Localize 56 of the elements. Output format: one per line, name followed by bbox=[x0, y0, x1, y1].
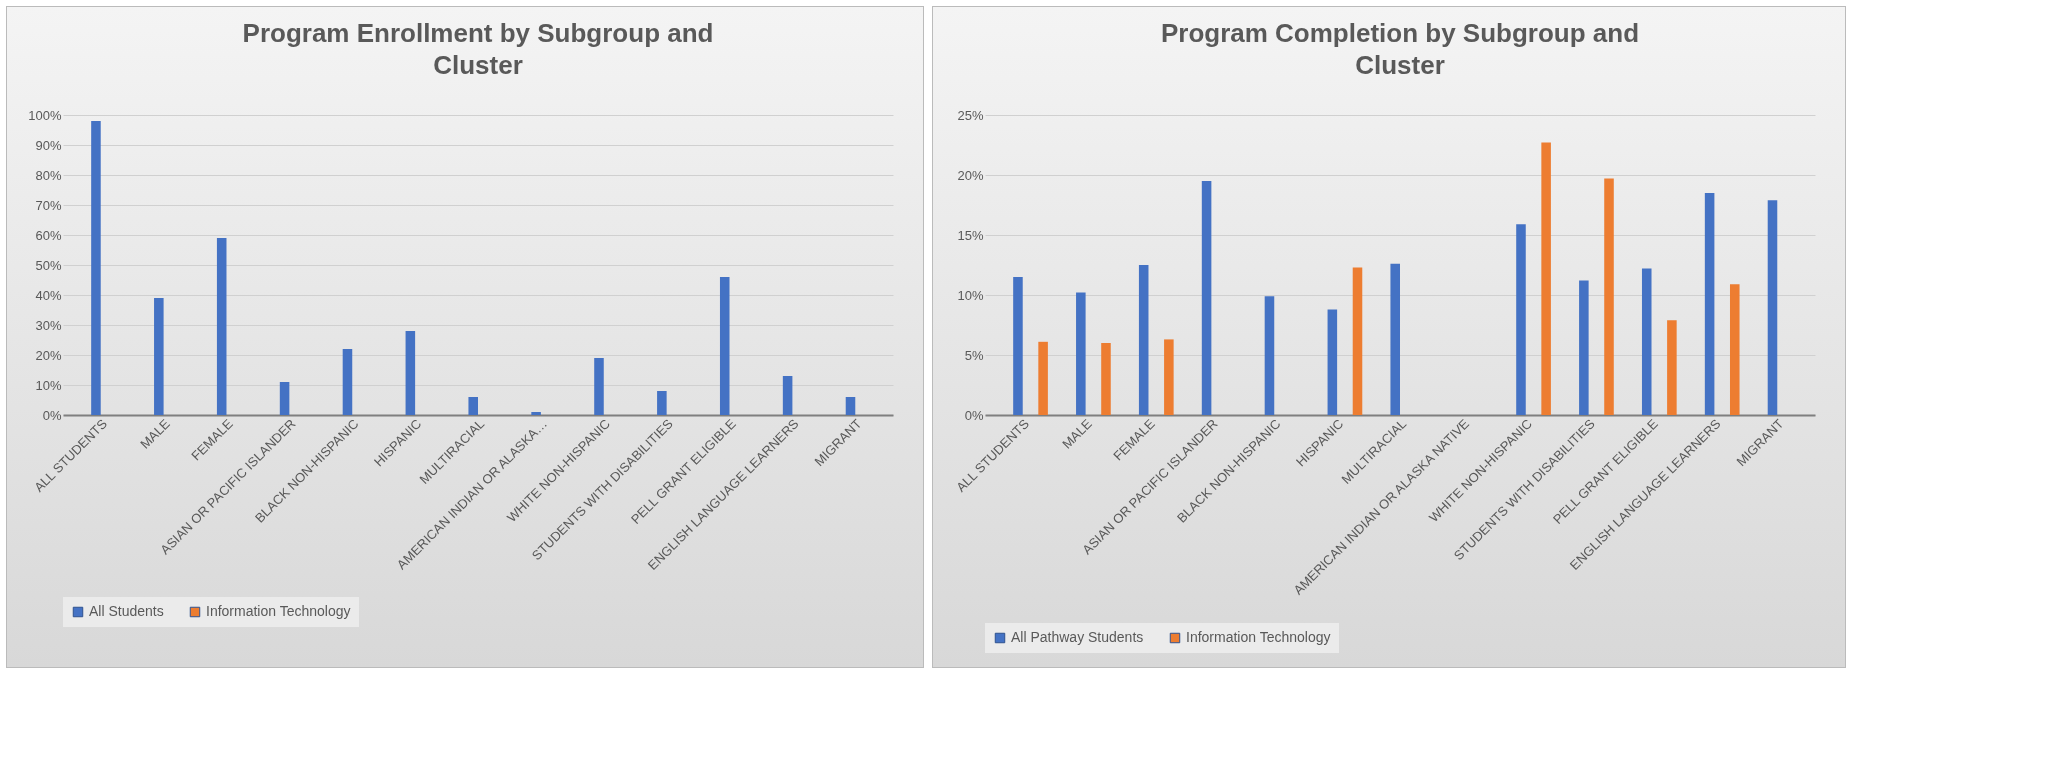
y-tick-label: 90% bbox=[35, 137, 62, 153]
bar bbox=[216, 238, 227, 415]
bar bbox=[782, 376, 793, 415]
chart-title: Program Enrollment by Subgroup and Cluster bbox=[242, 18, 714, 80]
bar bbox=[1390, 263, 1400, 415]
bar bbox=[1076, 292, 1086, 415]
y-tick-label: 100% bbox=[28, 107, 62, 123]
bar bbox=[91, 121, 101, 415]
y-tick-label: 25% bbox=[957, 107, 984, 123]
y-tick-label: 40% bbox=[35, 287, 62, 303]
bar bbox=[1516, 224, 1526, 415]
bar bbox=[1641, 268, 1652, 415]
bar bbox=[531, 412, 541, 415]
chart-title: Program Completion by Subgroup and Cluster bbox=[1160, 18, 1640, 80]
bar bbox=[1038, 341, 1048, 415]
y-tick-label: 20% bbox=[35, 347, 62, 363]
bar bbox=[1767, 200, 1778, 415]
legend-label: Information Technology bbox=[1186, 629, 1331, 645]
y-tick-label: 5% bbox=[964, 347, 984, 363]
bar bbox=[657, 391, 667, 415]
bar bbox=[279, 382, 290, 415]
bar bbox=[1201, 181, 1212, 415]
bar bbox=[1352, 267, 1363, 415]
y-tick-label: 70% bbox=[35, 197, 62, 213]
y-tick-label: 0% bbox=[42, 407, 62, 423]
bar bbox=[1704, 193, 1715, 415]
bar bbox=[1264, 296, 1275, 415]
y-tick-label: 10% bbox=[35, 377, 62, 393]
y-tick-label: 60% bbox=[35, 227, 62, 243]
legend-label: All Pathway Students bbox=[1011, 629, 1144, 645]
bar bbox=[405, 331, 416, 415]
bar bbox=[1604, 178, 1614, 415]
bar bbox=[594, 358, 604, 415]
bar bbox=[154, 298, 164, 415]
bar bbox=[1327, 309, 1338, 415]
bar bbox=[1164, 339, 1174, 415]
bar bbox=[342, 349, 353, 415]
y-tick-label: 10% bbox=[957, 287, 984, 303]
bar bbox=[719, 277, 730, 415]
legend-label: Information Technology bbox=[206, 603, 351, 619]
y-tick-label: 15% bbox=[957, 227, 984, 243]
y-tick-label: 30% bbox=[35, 317, 62, 333]
bar bbox=[1729, 284, 1740, 415]
y-tick-label: 50% bbox=[35, 257, 62, 273]
bar bbox=[468, 397, 478, 415]
bar bbox=[1541, 142, 1551, 415]
y-tick-label: 0% bbox=[964, 407, 984, 423]
legend-label: All Students bbox=[89, 603, 164, 619]
bar bbox=[1013, 277, 1023, 415]
bar bbox=[1579, 280, 1589, 415]
bar bbox=[1138, 265, 1149, 415]
bar bbox=[1101, 343, 1111, 415]
y-tick-label: 20% bbox=[957, 167, 984, 183]
y-tick-label: 80% bbox=[35, 167, 62, 183]
bar bbox=[1667, 320, 1677, 415]
bar bbox=[845, 397, 856, 415]
